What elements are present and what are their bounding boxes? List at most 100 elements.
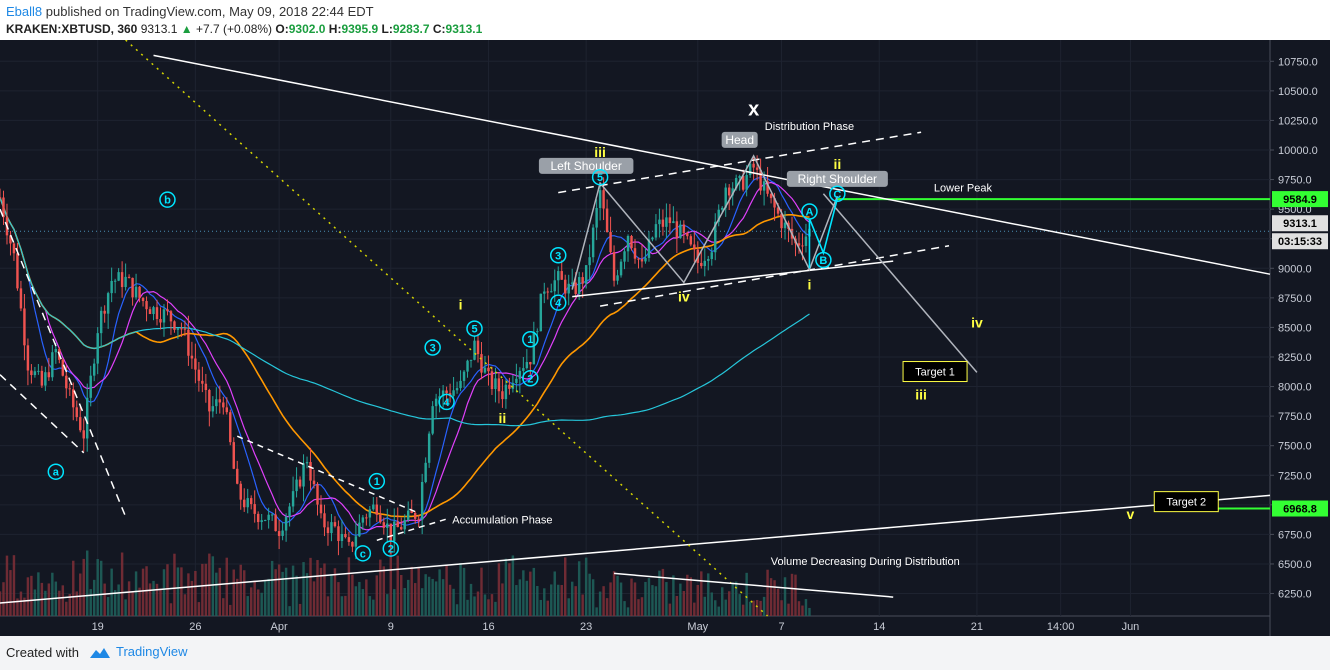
candle-body: [518, 370, 522, 379]
candle-body: [127, 276, 131, 278]
candle-body: [581, 277, 584, 284]
volume-bar: [612, 571, 616, 616]
head-shoulders-pattern: [571, 154, 839, 290]
candle-body: [92, 363, 96, 376]
volume-bar: [476, 591, 480, 616]
candle-body: [804, 236, 808, 246]
candle-body: [208, 390, 211, 412]
volume-bar: [721, 587, 724, 616]
candle-body: [253, 504, 256, 514]
candle-body: [284, 516, 288, 531]
candle-body: [190, 355, 194, 359]
volume-bar: [427, 576, 431, 616]
volume-bar: [33, 589, 37, 616]
candle-body: [232, 442, 235, 469]
candle-body: [658, 219, 661, 225]
volume-bar: [19, 591, 23, 616]
candle-body: [256, 513, 260, 523]
candle-body: [65, 375, 68, 389]
ohlc-line: KRAKEN:XBTUSD, 360 9313.1 ▲ +7.7 (+0.08%…: [6, 22, 482, 36]
volume-bar: [218, 567, 222, 616]
volume-bar: [494, 601, 497, 616]
volume-bar: [424, 574, 427, 616]
candle-body: [602, 190, 605, 209]
candle-body: [755, 167, 759, 170]
volume-bar: [591, 579, 595, 616]
volume-bar: [679, 583, 682, 616]
volume-bar: [316, 560, 319, 616]
volume-bar: [47, 583, 51, 616]
candle-body: [550, 291, 553, 293]
wave-circle-label: a: [53, 467, 60, 479]
close-value: 9313.1: [445, 22, 483, 36]
volume-bar: [9, 570, 12, 616]
candle-body: [358, 522, 361, 537]
candle-body: [532, 331, 536, 365]
publisher-link[interactable]: Eball8: [6, 4, 43, 19]
ma-cyan-line: [0, 197, 810, 427]
volume-bar: [365, 579, 368, 616]
candle-body: [37, 370, 40, 372]
time-tick-label: 16: [482, 621, 494, 633]
candle-body: [368, 509, 372, 518]
candle-body: [33, 371, 37, 376]
candle-body: [445, 390, 448, 394]
volume-bar: [155, 583, 159, 616]
volume-bar: [232, 569, 235, 616]
volume-bar: [96, 559, 99, 616]
published-text: published on TradingView.com, May 09, 20…: [45, 4, 374, 19]
candle-body: [689, 236, 693, 245]
candle-body: [309, 462, 312, 481]
volume-bar: [16, 598, 19, 616]
volume-bar: [546, 600, 549, 616]
price-chart[interactable]: Distribution Phase Lower Peak Accumulation…: [0, 40, 1330, 636]
candle-body: [473, 340, 476, 360]
volume-bar: [194, 570, 197, 616]
candle-body: [379, 514, 382, 523]
candle-body: [110, 280, 113, 294]
volume-bar: [511, 555, 515, 616]
candle-body: [312, 480, 316, 485]
time-tick-label: Jun: [1122, 621, 1140, 633]
price-tick-label: 10000.0: [1278, 145, 1318, 157]
volume-bar: [700, 571, 703, 616]
target-box: [1153, 491, 1219, 513]
candle-body: [438, 396, 441, 399]
candle-body: [508, 384, 511, 389]
candle-body: [553, 280, 556, 292]
footer: Created with TradingView: [0, 636, 1330, 670]
volume-bar: [501, 583, 504, 616]
time-axis-background[interactable]: [0, 616, 1270, 636]
volume-bar: [480, 567, 483, 616]
volume-bar: [762, 596, 766, 616]
candle-body: [487, 367, 490, 372]
candle-body: [389, 523, 392, 542]
candle-body: [291, 491, 295, 507]
candle-body: [455, 388, 459, 391]
candle-body: [637, 258, 640, 260]
candles: [0, 155, 811, 560]
tradingview-link[interactable]: TradingView: [88, 644, 188, 660]
candle-body: [529, 362, 532, 365]
candle-body: [19, 288, 23, 309]
wave-circle: [354, 545, 372, 562]
volume-bar: [794, 574, 797, 616]
candle-body: [131, 277, 134, 298]
volume-bar: [748, 601, 752, 616]
volume-bar: [330, 574, 333, 616]
price-axis-background[interactable]: [1270, 40, 1330, 636]
volume-bar: [487, 599, 490, 616]
volume-bar: [727, 591, 731, 616]
candle-body: [522, 368, 525, 371]
volume-bar: [141, 568, 145, 616]
volume-bar: [410, 566, 413, 616]
volume-bar: [787, 603, 790, 616]
volume-bar: [253, 580, 256, 616]
candle-body: [260, 520, 263, 523]
volume-bar: [724, 599, 727, 616]
volume-bar: [58, 590, 61, 616]
annotations: Distribution Phase Lower Peak Accumulation…: [47, 99, 1219, 568]
price-tag-label: 6968.8: [1283, 504, 1317, 516]
volume-bar: [598, 591, 602, 616]
wave-circle: [522, 370, 539, 387]
